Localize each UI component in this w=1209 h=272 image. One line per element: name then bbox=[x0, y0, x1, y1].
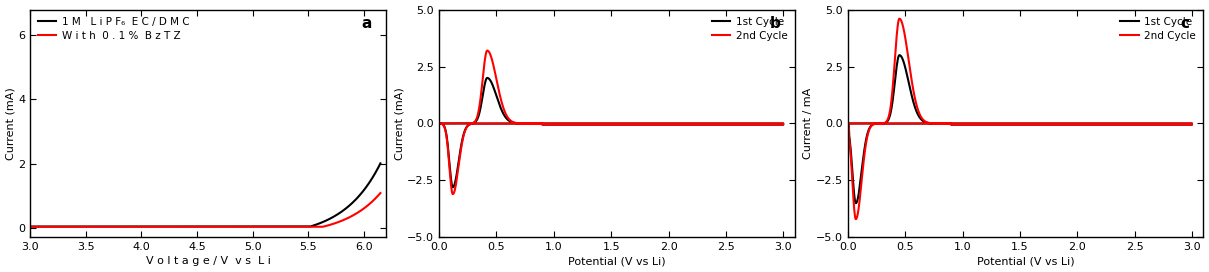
1st Cycle bbox=[840, 122, 855, 125]
2nd Cycle bbox=[451, 164, 465, 167]
2nd Cycle bbox=[1157, 122, 1172, 125]
2nd Cycle bbox=[446, 193, 461, 196]
2nd Cycle bbox=[467, 120, 481, 124]
1 M   L i P F₆  E C / D M C bbox=[41, 225, 56, 228]
1st Cycle bbox=[748, 122, 763, 125]
Y-axis label: Current (mA): Current (mA) bbox=[6, 87, 16, 160]
Text: a: a bbox=[361, 16, 371, 31]
2nd Cycle bbox=[861, 133, 875, 136]
W i t h  0 . 1 %  B z T Z bbox=[41, 225, 56, 228]
1 M   L i P F₆  E C / D M C bbox=[299, 225, 313, 228]
1st Cycle bbox=[1157, 122, 1172, 125]
2nd Cycle bbox=[1176, 122, 1191, 125]
Line: 1st Cycle: 1st Cycle bbox=[848, 55, 1192, 203]
1st Cycle bbox=[861, 131, 875, 134]
W i t h  0 . 1 %  B z T Z bbox=[299, 225, 313, 228]
1st Cycle bbox=[840, 122, 855, 125]
1st Cycle bbox=[987, 123, 1001, 126]
1st Cycle bbox=[451, 160, 465, 163]
2nd Cycle bbox=[840, 122, 855, 125]
1st Cycle bbox=[432, 122, 446, 125]
Y-axis label: Current (mA): Current (mA) bbox=[394, 87, 404, 160]
1st Cycle bbox=[467, 121, 481, 124]
2nd Cycle bbox=[987, 123, 1001, 126]
Line: 1st Cycle: 1st Cycle bbox=[439, 78, 783, 187]
2nd Cycle bbox=[767, 122, 781, 125]
W i t h  0 . 1 %  B z T Z bbox=[184, 225, 198, 228]
1st Cycle bbox=[578, 123, 592, 126]
1st Cycle bbox=[1176, 122, 1191, 125]
1st Cycle bbox=[860, 132, 874, 135]
Line: 1 M   L i P F₆  E C / D M C: 1 M L i P F₆ E C / D M C bbox=[30, 163, 381, 227]
Line: 2nd Cycle: 2nd Cycle bbox=[439, 51, 783, 194]
X-axis label: Potential (V vs Li): Potential (V vs Li) bbox=[568, 256, 666, 267]
1 M   L i P F₆  E C / D M C bbox=[23, 225, 37, 228]
2nd Cycle bbox=[432, 122, 446, 125]
1st Cycle bbox=[892, 54, 907, 57]
W i t h  0 . 1 %  B z T Z bbox=[363, 202, 377, 205]
Text: b: b bbox=[770, 16, 781, 31]
Legend: 1st Cycle, 2nd Cycle: 1st Cycle, 2nd Cycle bbox=[1118, 15, 1198, 43]
1st Cycle bbox=[446, 186, 461, 189]
1 M   L i P F₆  E C / D M C bbox=[363, 180, 377, 183]
1st Cycle bbox=[432, 122, 446, 125]
1 M   L i P F₆  E C / D M C bbox=[184, 225, 198, 228]
2nd Cycle bbox=[748, 122, 763, 125]
W i t h  0 . 1 %  B z T Z bbox=[374, 191, 388, 195]
2nd Cycle bbox=[578, 123, 592, 126]
W i t h  0 . 1 %  B z T Z bbox=[23, 225, 37, 228]
1st Cycle bbox=[480, 76, 494, 79]
2nd Cycle bbox=[480, 49, 494, 52]
2nd Cycle bbox=[875, 122, 890, 125]
2nd Cycle bbox=[840, 122, 855, 125]
Legend: 1 M   L i P F₆  E C / D M C, W i t h  0 . 1 %  B z T Z: 1 M L i P F₆ E C / D M C, W i t h 0 . 1 … bbox=[35, 15, 191, 43]
1st Cycle bbox=[767, 122, 781, 125]
W i t h  0 . 1 %  B z T Z bbox=[193, 225, 208, 228]
1 M   L i P F₆  E C / D M C bbox=[363, 180, 377, 183]
Line: 2nd Cycle: 2nd Cycle bbox=[848, 19, 1192, 219]
2nd Cycle bbox=[849, 218, 863, 221]
Line: W i t h  0 . 1 %  B z T Z: W i t h 0 . 1 % B z T Z bbox=[30, 193, 381, 227]
Legend: 1st Cycle, 2nd Cycle: 1st Cycle, 2nd Cycle bbox=[710, 15, 789, 43]
1st Cycle bbox=[849, 202, 863, 205]
1 M   L i P F₆  E C / D M C bbox=[193, 225, 208, 228]
1st Cycle bbox=[875, 122, 890, 125]
1 M   L i P F₆  E C / D M C bbox=[374, 162, 388, 165]
2nd Cycle bbox=[452, 161, 467, 164]
Y-axis label: Current / mA: Current / mA bbox=[803, 88, 812, 159]
2nd Cycle bbox=[860, 134, 874, 137]
2nd Cycle bbox=[892, 17, 907, 20]
Text: c: c bbox=[1180, 16, 1190, 31]
1st Cycle bbox=[452, 157, 467, 160]
2nd Cycle bbox=[432, 122, 446, 125]
X-axis label: Potential (V vs Li): Potential (V vs Li) bbox=[977, 256, 1075, 267]
W i t h  0 . 1 %  B z T Z bbox=[363, 202, 377, 205]
X-axis label: V o l t a g e / V  v s  L i: V o l t a g e / V v s L i bbox=[146, 256, 271, 267]
